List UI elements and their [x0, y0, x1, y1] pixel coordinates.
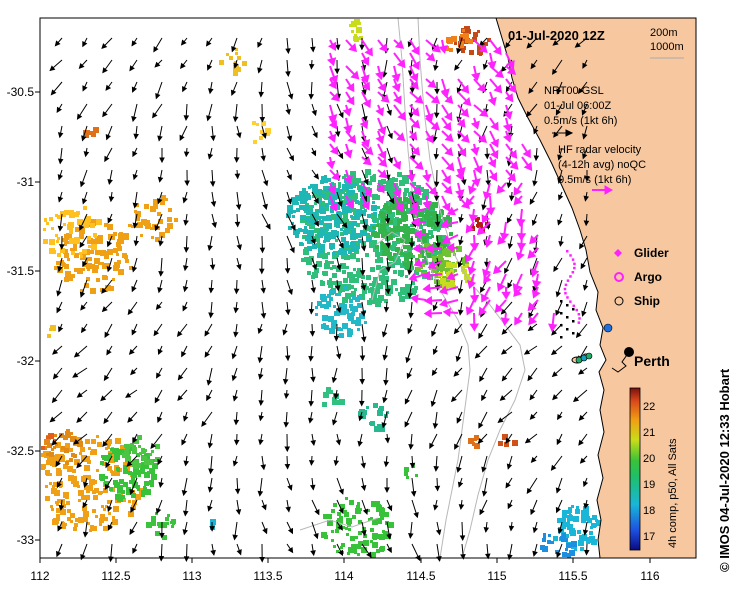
colorbar-tick: 21 — [643, 427, 655, 439]
gsl-current-arrows — [49, 37, 590, 563]
y-tick-label: -30.5 — [7, 85, 35, 99]
hf-legend-line-1: HF radar velocity — [558, 144, 642, 156]
x-tick-label: 115.5 — [558, 569, 587, 583]
x-tick-label: 112.5 — [101, 569, 130, 583]
hf-legend-arrow — [592, 185, 614, 195]
ship-markers — [575, 323, 613, 364]
argo-legend-label: Argo — [634, 270, 662, 284]
colorbar-tick: 18 — [643, 505, 655, 517]
argo-legend-icon — [614, 272, 624, 282]
depth-legend-1000m: 1000m — [650, 41, 684, 53]
gsl-legend-arrow — [552, 129, 574, 137]
y-axis-labels: -30.5 -31 -31.5 -32 -32.5 -33 — [7, 85, 35, 547]
colorbar — [629, 387, 641, 551]
x-tick-label: 113 — [182, 569, 201, 583]
x-tick-label: 114 — [334, 569, 353, 583]
glider-legend-icon — [614, 249, 622, 257]
hf-legend-line-3: 0.5m/s (1kt 6h) — [558, 174, 631, 186]
hf-legend-line-2: (4-12h avg) noQC — [558, 159, 646, 171]
x-tick-label: 114.5 — [406, 569, 435, 583]
y-tick-label: -31 — [17, 175, 35, 189]
glider-legend-label: Glider — [634, 246, 669, 260]
x-tick-label: 112 — [30, 569, 49, 583]
x-axis-labels: 112 112.5 113 113.5 114 114.5 115 115.5 … — [30, 569, 659, 583]
x-tick-label: 116 — [640, 569, 659, 583]
perth-pointer — [611, 351, 630, 373]
colorbar-ticks: 22 21 20 19 18 17 — [643, 401, 655, 543]
city-label: Perth — [634, 353, 670, 369]
colorbar-tick: 22 — [643, 401, 655, 413]
y-tick-label: -31.5 — [7, 264, 35, 278]
colorbar-tick: 19 — [643, 479, 655, 491]
colorbar-label: 4h comp, p50, All Sats — [667, 438, 679, 548]
axis-ticks — [35, 91, 651, 563]
y-tick-label: -33 — [17, 533, 35, 547]
y-tick-label: -32 — [17, 354, 35, 368]
hf-radar-arrows — [326, 39, 558, 332]
colorbar-tick: 20 — [643, 453, 655, 465]
x-tick-label: 113.5 — [253, 569, 282, 583]
map-title: 01-Jul-2020 12Z — [508, 28, 605, 43]
x-tick-label: 115 — [487, 569, 506, 583]
colorbar-tick: 17 — [643, 531, 655, 543]
gsl-legend-line-2: 01-Jul 06:00Z — [544, 100, 612, 112]
depth-legend-200m: 200m — [650, 27, 678, 39]
y-tick-label: -32.5 — [7, 444, 35, 458]
plot-frame — [39, 17, 697, 559]
gsl-legend-line-1: NRT00 GSL — [544, 85, 604, 97]
ship-legend-label: Ship — [634, 294, 660, 308]
ship-legend-icon — [614, 296, 624, 306]
glider-track — [560, 250, 581, 339]
land-mass — [495, 17, 697, 559]
marker-legend: Glider Argo Ship — [614, 246, 669, 308]
credit-text: © IMOS 04-Jul-2020 12:33 Hobart — [717, 368, 732, 572]
gsl-legend-line-3: 0.5m/s (1kt 6h) — [544, 115, 617, 127]
